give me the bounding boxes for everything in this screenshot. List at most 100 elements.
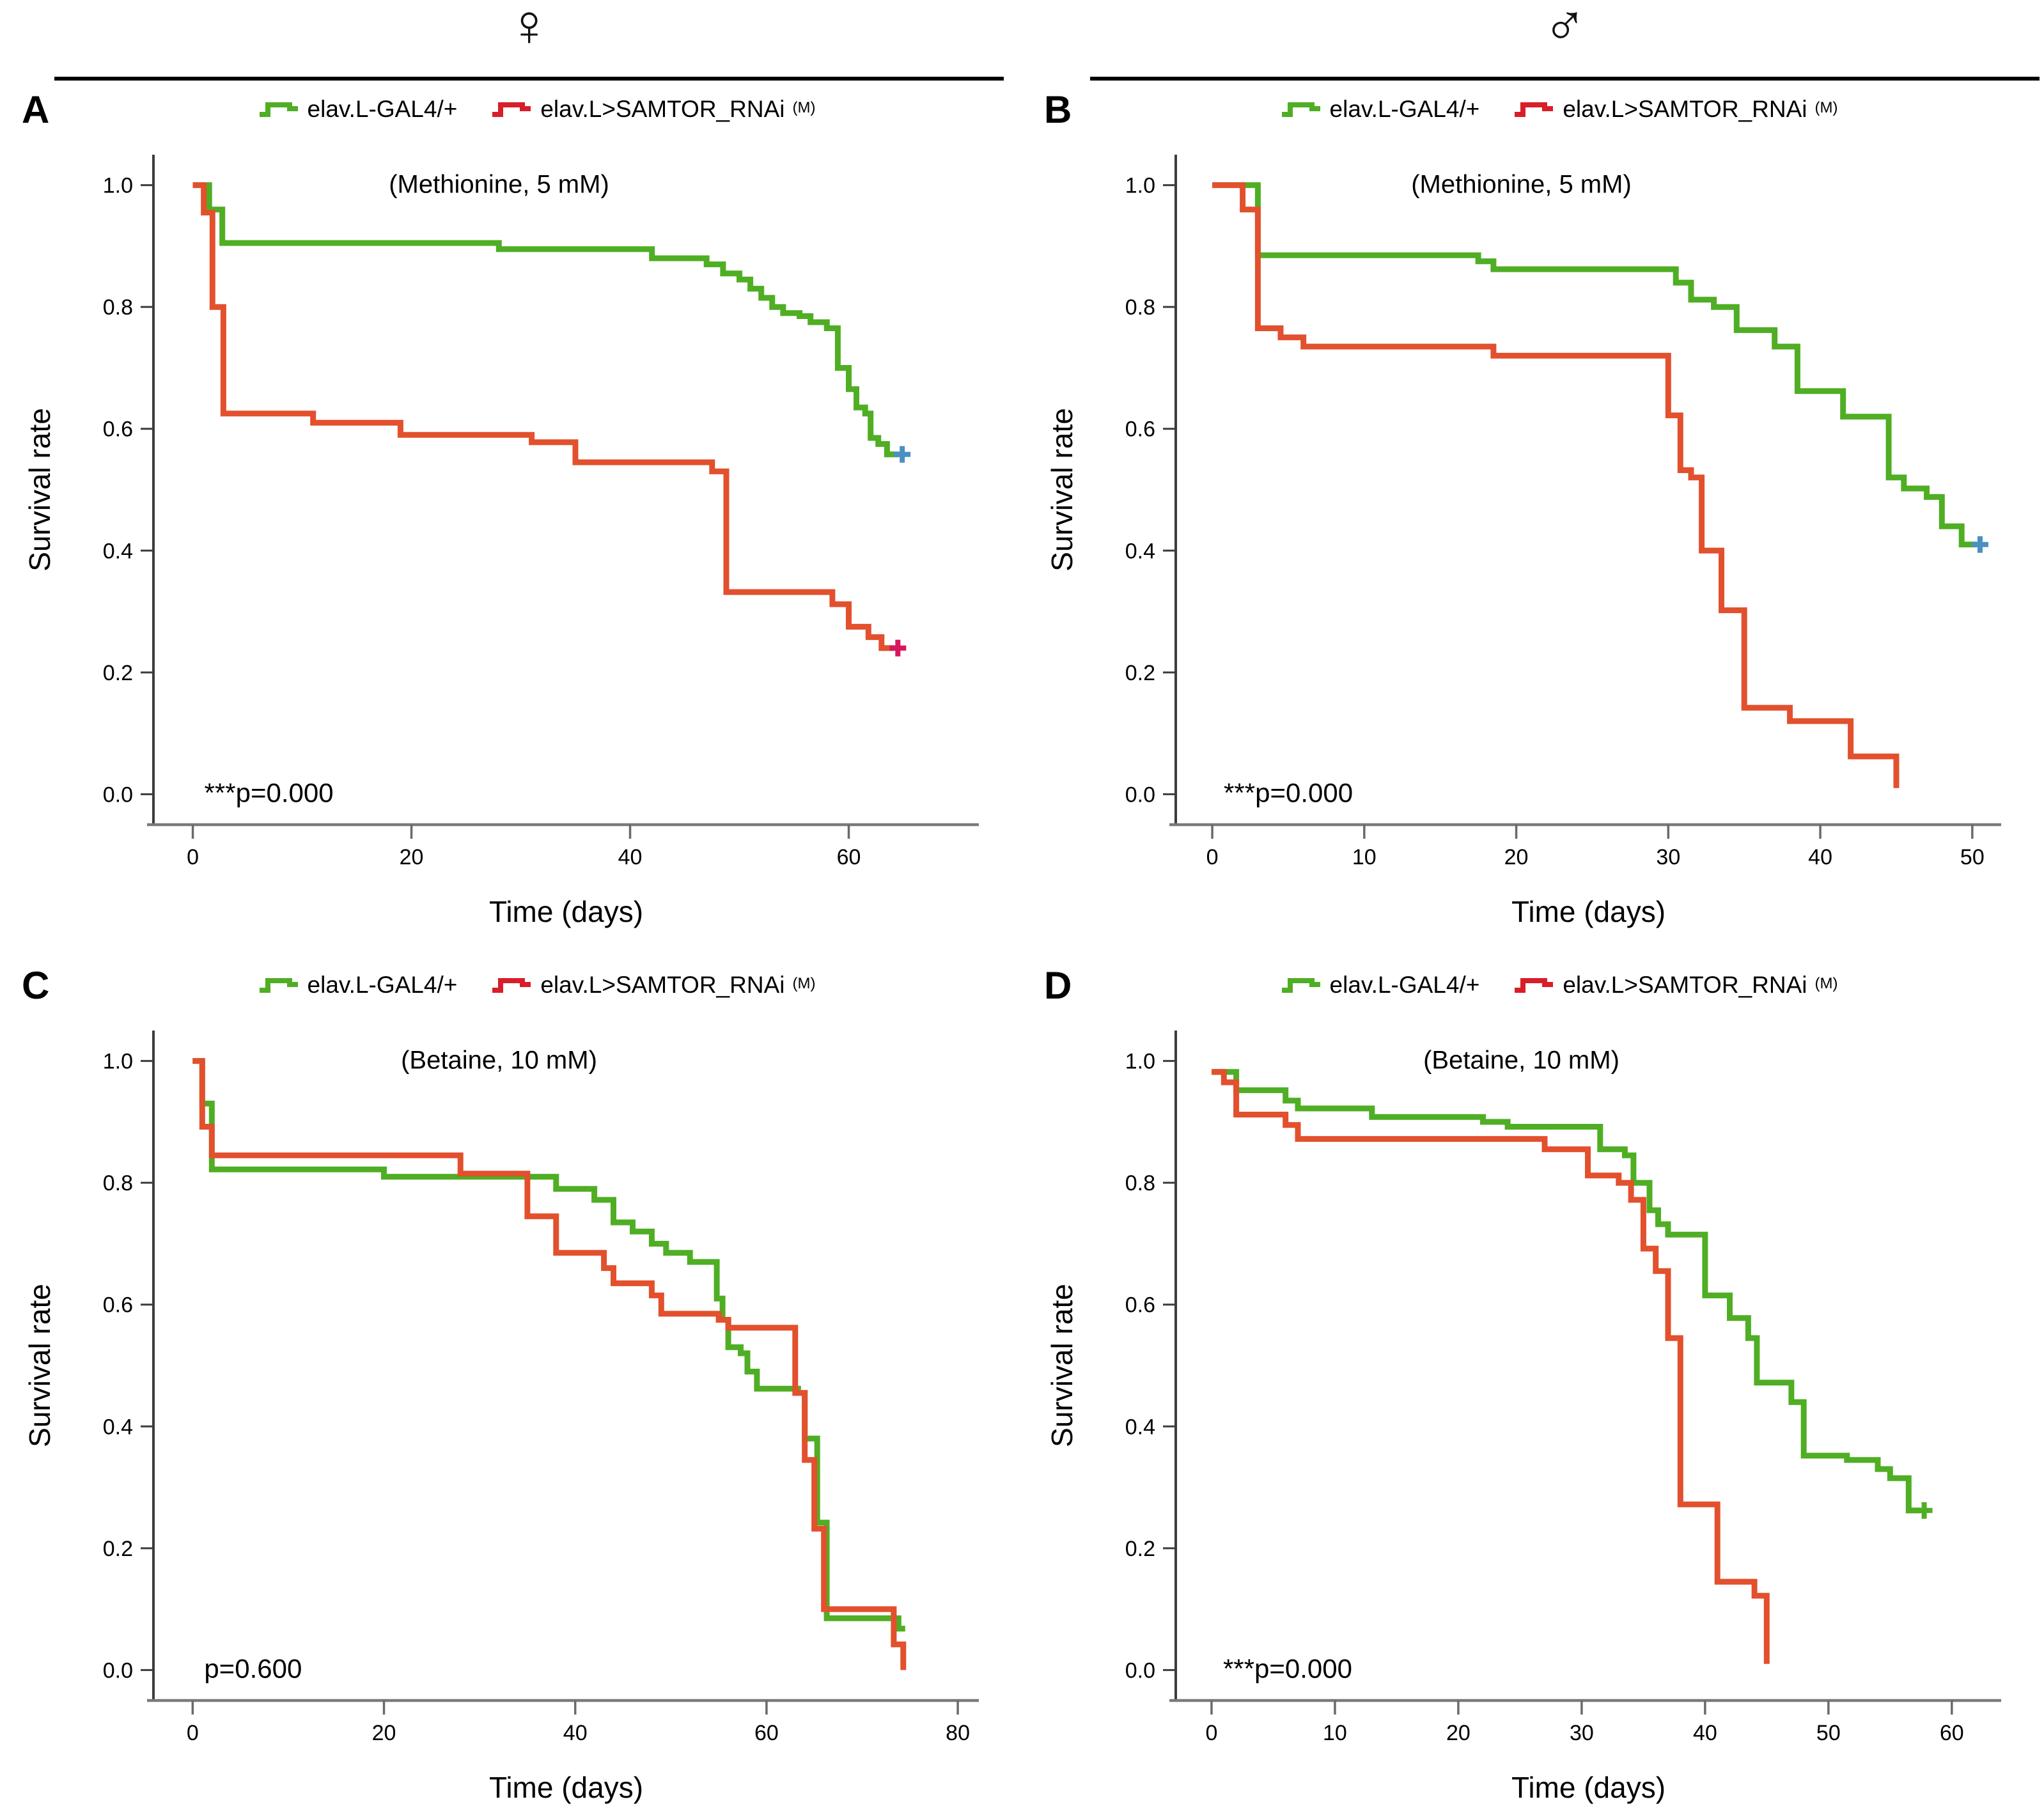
y-tick-label: 0.8 [103, 295, 133, 320]
p-value-label: ***p=0.000 [205, 777, 334, 807]
y-tick-label: 1.0 [1125, 174, 1155, 198]
x-tick-label: 80 [946, 1721, 970, 1745]
legend-label-control: elav.L-GAL4/+ [1329, 972, 1480, 998]
legend: elav.L-GAL4/+ elav.L>SAMTOR_RNAi (M) [77, 972, 996, 999]
survival-curve-rnai [192, 182, 895, 651]
legend-item-rnai: elav.L>SAMTOR_RNAi (M) [490, 96, 815, 123]
survival-chart: 0.0 0.2 0.4 0.6 0.8 1.0 0 20 40 60 Time (days) Surv… [23, 155, 979, 928]
y-axis-title: Survival rate [1045, 408, 1079, 572]
y-tick-label: 0.6 [103, 417, 133, 442]
y-tick-label: 0.6 [1125, 1293, 1155, 1318]
p-value-label: ***p=0.000 [1223, 1653, 1352, 1683]
legend-label-rnai-sup: (M) [792, 99, 816, 116]
legend-item-rnai: elav.L>SAMTOR_RNAi (M) [1513, 972, 1837, 999]
y-tick-label: 1.0 [103, 174, 133, 198]
y-tick-label: 0.6 [103, 1293, 133, 1318]
plot-title: (Methionine, 5 mM) [1411, 171, 1632, 199]
y-tick-label: 0.0 [1125, 1658, 1155, 1683]
y-tick-label: 0.2 [103, 661, 133, 685]
plot-title: (Betaine, 10 mM) [401, 1047, 597, 1075]
legend-item-control: elav.L-GAL4/+ [258, 96, 458, 123]
legend-item-control: elav.L-GAL4/+ [1280, 972, 1480, 999]
legend-label-rnai-sup: (M) [792, 975, 816, 992]
legend: elav.L-GAL4/+ elav.L>SAMTOR_RNAi (M) [77, 96, 996, 123]
legend-item-control: elav.L-GAL4/+ [258, 972, 458, 999]
panel-a: A elav.L-GAL4/+ elav.L>SAMTOR_RNAi (M) 0.… [0, 77, 1022, 953]
survival-curve-control [1212, 182, 1977, 548]
y-axis-title: Survival rate [23, 1284, 56, 1447]
y-tick-label: 0.2 [1125, 661, 1155, 685]
red-step-icon [1515, 977, 1554, 993]
female-symbol-icon: ♀ [507, 0, 551, 58]
x-tick-label: 0 [1206, 1721, 1218, 1745]
x-tick-label: 60 [837, 845, 861, 869]
survival-chart: 0.0 0.2 0.4 0.6 0.8 1.0 0 20 40 60 80 Time (days) Su… [23, 1031, 979, 1804]
survival-curve-control [192, 1058, 905, 1632]
x-axis-title: Time (days) [1511, 895, 1666, 928]
y-tick-label: 0.8 [103, 1171, 133, 1195]
green-step-icon [1281, 102, 1320, 117]
y-tick-label: 1.0 [103, 1050, 133, 1074]
y-tick-label: 0.4 [103, 1415, 133, 1439]
x-tick-label: 40 [563, 1721, 588, 1745]
y-tick-label: 0.4 [103, 539, 133, 563]
panel-letter: A [22, 88, 50, 131]
survival-curve-control [1212, 1069, 1921, 1514]
survival-curve-rnai [1212, 1069, 1770, 1664]
x-tick-label: 20 [1504, 845, 1529, 869]
panel-c: C elav.L-GAL4/+ elav.L>SAMTOR_RNAi (M) 0.… [0, 953, 1022, 1813]
x-tick-label: 60 [754, 1721, 779, 1745]
y-tick-label: 0.2 [1125, 1537, 1155, 1561]
panel-b: B elav.L-GAL4/+ elav.L>SAMTOR_RNAi (M) 0.… [1022, 77, 2044, 953]
y-tick-label: 0.2 [103, 1537, 133, 1561]
survival-chart: 0.0 0.2 0.4 0.6 0.8 1.0 0 10 20 30 40 50 Time (days)… [1045, 155, 2001, 928]
legend-label-control: elav.L-GAL4/+ [307, 96, 458, 122]
legend-label-control: elav.L-GAL4/+ [1329, 96, 1480, 122]
x-axis-title: Time (days) [489, 1771, 643, 1804]
legend-label-rnai-sup: (M) [1814, 99, 1838, 116]
red-step-icon [492, 977, 531, 993]
x-tick-label: 40 [1808, 845, 1832, 869]
x-tick-label: 20 [1446, 1721, 1471, 1745]
legend-label-rnai: elav.L>SAMTOR_RNAi [540, 96, 785, 122]
male-header: ♂ [1090, 0, 2040, 83]
legend-label-rnai-sup: (M) [1814, 975, 1838, 992]
x-tick-label: 20 [400, 845, 424, 869]
panel-letter: B [1044, 88, 1072, 131]
red-step-icon [1515, 102, 1554, 117]
x-axis-title: Time (days) [489, 895, 643, 928]
x-tick-label: 0 [187, 1721, 199, 1745]
y-tick-label: 0.4 [1125, 1415, 1155, 1439]
y-tick-label: 0.4 [1125, 539, 1155, 563]
legend: elav.L-GAL4/+ elav.L>SAMTOR_RNAi (M) [1099, 96, 2018, 123]
legend: elav.L-GAL4/+ elav.L>SAMTOR_RNAi (M) [1099, 972, 2018, 999]
y-tick-label: 0.8 [1125, 295, 1155, 320]
legend-item-rnai: elav.L>SAMTOR_RNAi (M) [490, 972, 815, 999]
plot-title: (Methionine, 5 mM) [389, 171, 609, 199]
green-step-icon [259, 102, 298, 117]
legend-label-control: elav.L-GAL4/+ [307, 972, 458, 998]
plot-title: (Betaine, 10 mM) [1423, 1047, 1619, 1075]
female-header-rule [54, 77, 1004, 81]
legend-item-rnai: elav.L>SAMTOR_RNAi (M) [1513, 96, 1837, 123]
x-tick-label: 50 [1960, 845, 1985, 869]
y-axis-title: Survival rate [23, 408, 56, 572]
x-tick-label: 20 [372, 1721, 396, 1745]
y-tick-label: 0.6 [1125, 417, 1155, 442]
panel-letter: D [1044, 964, 1072, 1007]
y-tick-label: 1.0 [1125, 1050, 1155, 1074]
y-axis-title: Survival rate [1045, 1284, 1079, 1447]
survival-curve-control [192, 182, 900, 458]
panel-letter: C [22, 964, 50, 1007]
x-tick-label: 10 [1323, 1721, 1347, 1745]
y-tick-label: 0.0 [103, 1658, 133, 1683]
x-tick-label: 0 [187, 845, 199, 869]
x-tick-label: 10 [1352, 845, 1377, 869]
male-header-rule [1090, 77, 2040, 81]
survival-chart: 0.0 0.2 0.4 0.6 0.8 1.0 0 10 20 30 40 50 60 Time (day… [1045, 1031, 2001, 1804]
male-symbol-icon: ♂ [1543, 0, 1587, 58]
legend-label-rnai: elav.L>SAMTOR_RNAi [1563, 972, 1807, 998]
x-tick-label: 30 [1656, 845, 1680, 869]
legend-label-rnai: elav.L>SAMTOR_RNAi [1563, 96, 1807, 122]
